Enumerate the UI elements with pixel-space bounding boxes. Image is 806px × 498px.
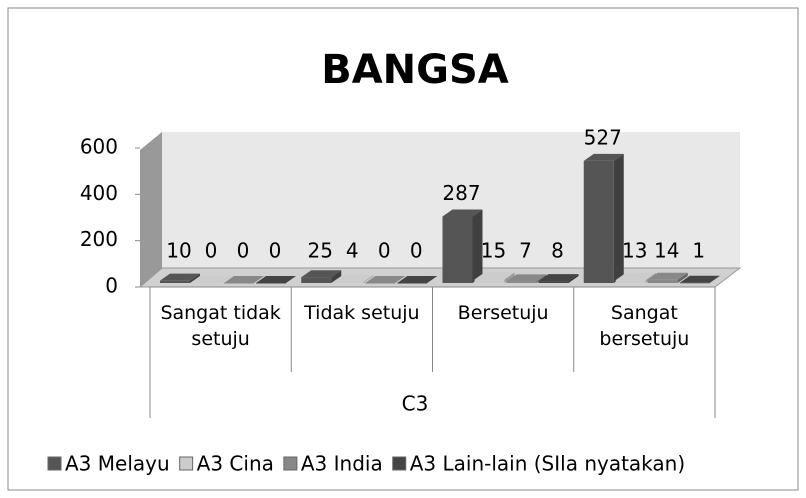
bar-front bbox=[538, 281, 569, 283]
x-tick-label-box: Sangat tidak setuju bbox=[160, 302, 281, 350]
bar-top bbox=[224, 276, 264, 283]
bar-side bbox=[677, 272, 688, 283]
bar bbox=[160, 273, 200, 283]
bar bbox=[397, 276, 438, 284]
bar-side bbox=[190, 273, 200, 283]
x-tick-label: Sangat tidak setuju bbox=[160, 302, 281, 350]
bar-front bbox=[333, 282, 364, 283]
bar bbox=[192, 276, 232, 284]
y-tick-label: 400 bbox=[80, 181, 118, 205]
data-label: 0 bbox=[205, 239, 218, 263]
bar-front bbox=[583, 160, 614, 283]
bar-front bbox=[192, 283, 222, 284]
bar bbox=[474, 272, 515, 283]
bar-front bbox=[647, 279, 678, 283]
bar bbox=[647, 272, 688, 283]
data-label: 527 bbox=[584, 125, 622, 149]
bar bbox=[538, 274, 579, 283]
bar-side bbox=[363, 275, 374, 283]
bar-front bbox=[365, 283, 396, 284]
bar-top bbox=[301, 270, 342, 278]
legend-swatch bbox=[47, 456, 62, 471]
bar-side bbox=[613, 153, 624, 283]
data-label: 0 bbox=[378, 239, 391, 263]
bar-front bbox=[506, 281, 537, 283]
bar-top bbox=[333, 275, 374, 283]
legend-label: A3 Cina bbox=[197, 452, 274, 476]
bar-front bbox=[224, 283, 254, 284]
x-tick-label: Tidak setuju bbox=[304, 302, 420, 324]
data-label: 7 bbox=[519, 239, 532, 263]
data-label: 13 bbox=[622, 239, 647, 263]
bar-side bbox=[709, 275, 720, 283]
legend-label: A3 Lain-lain (SIla nyatakan) bbox=[410, 452, 685, 476]
bar-top bbox=[615, 272, 656, 280]
bar-front bbox=[474, 279, 505, 283]
bar-top bbox=[160, 273, 200, 281]
x-tick-label: Sangat bersetuju bbox=[599, 302, 690, 350]
bar-front bbox=[256, 283, 286, 284]
chart-title: BANGSA bbox=[321, 47, 509, 93]
bar-side bbox=[568, 274, 579, 283]
y-tick-label: 600 bbox=[80, 135, 118, 159]
bar bbox=[442, 209, 483, 283]
bar bbox=[256, 276, 296, 284]
bar-front bbox=[301, 277, 332, 283]
bar-top bbox=[442, 209, 483, 217]
bar-top bbox=[192, 276, 232, 283]
bar-top bbox=[365, 276, 406, 283]
bar-front bbox=[679, 282, 710, 284]
data-label: 10 bbox=[166, 239, 191, 263]
bar-top bbox=[647, 272, 688, 280]
bar-front bbox=[615, 279, 646, 283]
y-tick-label: 200 bbox=[80, 227, 118, 251]
data-label: 4 bbox=[346, 239, 359, 263]
data-label: 25 bbox=[308, 239, 333, 263]
x-tick-label-box: Bersetuju bbox=[457, 302, 549, 324]
bar-front bbox=[397, 283, 428, 284]
bar-top bbox=[679, 275, 720, 283]
bar-top bbox=[474, 272, 515, 280]
x-tick-label-box: Tidak setuju bbox=[304, 302, 420, 324]
legend-swatch bbox=[283, 456, 298, 471]
bar bbox=[679, 275, 720, 284]
bar bbox=[583, 153, 624, 283]
bar bbox=[365, 276, 406, 284]
legend-swatch bbox=[392, 456, 407, 471]
bar-top bbox=[538, 274, 579, 282]
y-tick-label: 0 bbox=[105, 274, 118, 298]
legend-swatch bbox=[179, 456, 194, 471]
bar-top bbox=[583, 153, 624, 161]
bar bbox=[224, 276, 264, 284]
data-label: 1 bbox=[692, 239, 705, 263]
x-tick-label-box: Sangat bersetuju bbox=[599, 302, 690, 350]
data-label: 0 bbox=[237, 239, 250, 263]
bar-side bbox=[472, 209, 483, 283]
data-label: 14 bbox=[654, 239, 679, 263]
data-label: 15 bbox=[481, 239, 506, 263]
legend-label: A3 India bbox=[301, 452, 383, 476]
bar-top bbox=[506, 274, 547, 282]
bar-top bbox=[397, 276, 438, 283]
data-label: 287 bbox=[442, 181, 480, 205]
x-axis-title: C3 bbox=[402, 392, 429, 416]
legend-label: A3 Melayu bbox=[65, 452, 170, 476]
bar bbox=[301, 270, 342, 283]
bar-side bbox=[504, 272, 515, 283]
bar-side bbox=[331, 270, 342, 283]
data-label: 8 bbox=[551, 239, 564, 263]
x-tick-label: Bersetuju bbox=[457, 302, 549, 324]
bar-top bbox=[256, 276, 296, 283]
side-wall bbox=[140, 132, 162, 287]
data-label: 0 bbox=[269, 239, 282, 263]
data-label: 0 bbox=[410, 239, 423, 263]
bar-front bbox=[160, 280, 190, 283]
bar-front bbox=[442, 216, 473, 283]
bar bbox=[333, 275, 374, 283]
